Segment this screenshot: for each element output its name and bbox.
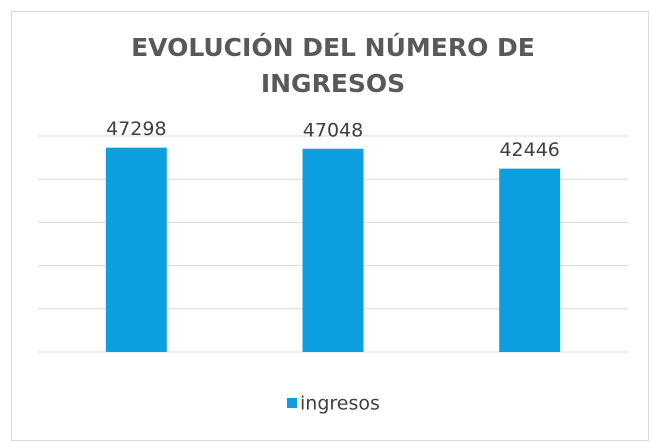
bar — [302, 148, 364, 352]
legend-label: ingresos — [300, 393, 380, 415]
data-label: 47298 — [106, 118, 166, 140]
data-label: 42446 — [499, 139, 559, 161]
data-label: 47048 — [303, 119, 363, 141]
legend-swatch — [287, 398, 297, 408]
bar — [105, 147, 167, 352]
chart-title: EVOLUCIÓN DEL NÚMERO DE INGRESOS — [131, 33, 535, 98]
bar — [499, 168, 561, 352]
